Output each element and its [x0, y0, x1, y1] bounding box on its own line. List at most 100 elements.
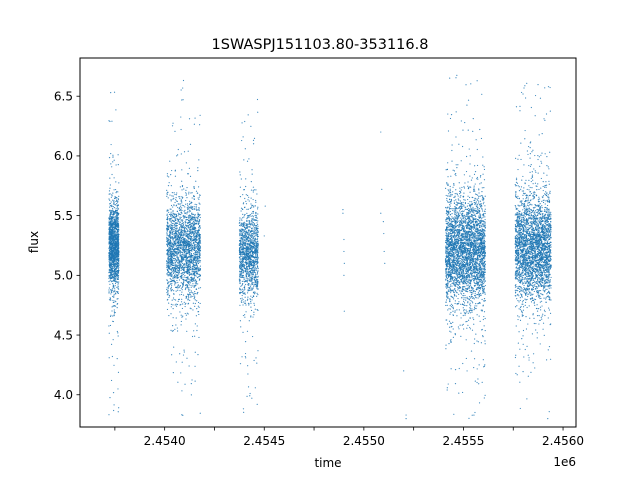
- data-point: [195, 279, 197, 281]
- data-point: [114, 216, 116, 218]
- data-point: [168, 211, 170, 213]
- data-point: [178, 196, 180, 198]
- data-point: [181, 298, 183, 300]
- data-point: [180, 219, 182, 221]
- data-point: [198, 273, 200, 275]
- data-point: [239, 234, 241, 237]
- data-point: [170, 278, 172, 281]
- data-point: [176, 200, 178, 203]
- data-point: [192, 256, 194, 259]
- data-point: [179, 246, 181, 249]
- data-point: [191, 276, 193, 278]
- data-point: [184, 227, 186, 229]
- data-point: [196, 192, 198, 194]
- data-point: [193, 229, 195, 231]
- data-point: [168, 302, 170, 304]
- data-point: [198, 245, 200, 247]
- data-point: [112, 203, 115, 205]
- data-point: [185, 189, 187, 191]
- data-point: [177, 154, 179, 156]
- data-point: [113, 229, 115, 231]
- data-point: [176, 230, 178, 232]
- data-point: [114, 196, 116, 198]
- data-point: [244, 292, 246, 294]
- data-point: [115, 292, 117, 294]
- data-point: [113, 237, 115, 239]
- data-point: [109, 199, 111, 201]
- data-point: [114, 311, 116, 314]
- data-point: [115, 276, 117, 278]
- data-point: [174, 250, 176, 252]
- data-point: [181, 99, 183, 101]
- data-point: [109, 283, 111, 285]
- data-point: [248, 196, 250, 198]
- data-point: [239, 282, 241, 284]
- data-point: [185, 302, 187, 304]
- data-point: [177, 212, 179, 214]
- data-point: [197, 222, 199, 224]
- data-point: [257, 270, 259, 272]
- data-point: [195, 241, 198, 244]
- data-point: [113, 296, 115, 298]
- data-point: [251, 278, 253, 281]
- data-point: [175, 252, 177, 255]
- data-point: [108, 156, 111, 159]
- data-point: [255, 252, 257, 255]
- data-point: [244, 213, 246, 216]
- data-point: [243, 293, 245, 295]
- outlier-point: [188, 365, 190, 367]
- data-point: [240, 223, 242, 225]
- data-point: [170, 253, 172, 256]
- data-point: [189, 202, 191, 205]
- data-point: [184, 284, 187, 286]
- data-point: [170, 268, 172, 270]
- data-point: [181, 212, 183, 214]
- data-point: [108, 120, 110, 122]
- outlier-point: [109, 397, 111, 399]
- data-point: [256, 235, 259, 238]
- data-point: [252, 224, 254, 226]
- data-point: [109, 245, 111, 248]
- data-point: [170, 243, 172, 245]
- data-point: [187, 209, 189, 211]
- data-point: [172, 224, 174, 227]
- data-point: [192, 234, 195, 236]
- data-point: [113, 234, 115, 236]
- data-point: [112, 251, 114, 253]
- data-point: [190, 238, 192, 240]
- data-point: [250, 244, 252, 246]
- data-point: [245, 185, 247, 188]
- data-point: [243, 286, 246, 289]
- data-point: [118, 257, 120, 259]
- data-point: [111, 275, 113, 277]
- data-point: [117, 261, 119, 263]
- data-point: [171, 283, 173, 285]
- data-point: [183, 246, 185, 248]
- data-point: [177, 300, 179, 302]
- data-point: [191, 229, 193, 231]
- data-point: [112, 287, 114, 289]
- data-point: [110, 92, 112, 94]
- data-point: [197, 238, 200, 240]
- data-point: [179, 209, 181, 212]
- data-point: [111, 235, 113, 237]
- data-point: [193, 198, 195, 200]
- data-point: [253, 238, 255, 240]
- outlier-point: [199, 412, 201, 414]
- data-point: [110, 293, 112, 295]
- data-point: [112, 239, 114, 242]
- data-point: [172, 237, 174, 239]
- data-point: [254, 283, 256, 285]
- data-point: [245, 200, 247, 203]
- data-point: [248, 320, 250, 322]
- data-point: [181, 207, 183, 209]
- data-point: [116, 276, 118, 278]
- data-point: [195, 228, 197, 230]
- data-point: [188, 237, 190, 239]
- data-point: [108, 237, 110, 239]
- data-point: [117, 265, 119, 267]
- data-point: [167, 239, 170, 241]
- data-point: [178, 286, 180, 289]
- chart-title: 1SWASPJ151103.80-353116.8: [212, 37, 429, 53]
- data-point: [181, 222, 183, 225]
